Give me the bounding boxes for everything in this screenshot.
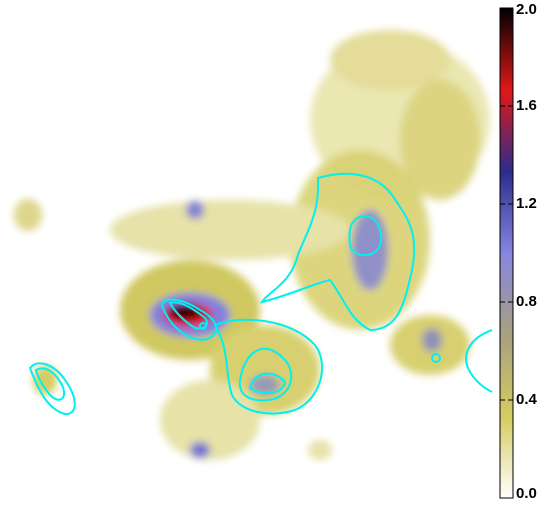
emission-map bbox=[14, 30, 490, 460]
colorbar bbox=[499, 7, 514, 499]
colorbar-tick-label: 0.8 bbox=[516, 293, 537, 310]
colorbar-tick-label: 0.4 bbox=[516, 391, 538, 408]
colorbar-tick-label: 1.6 bbox=[516, 97, 537, 114]
colorbar-tick-label: 0.0 bbox=[516, 485, 537, 502]
contours bbox=[28, 172, 493, 416]
colorbar-tick-label: 2.0 bbox=[516, 1, 537, 18]
colorbar-tick-label: 1.2 bbox=[516, 195, 537, 212]
